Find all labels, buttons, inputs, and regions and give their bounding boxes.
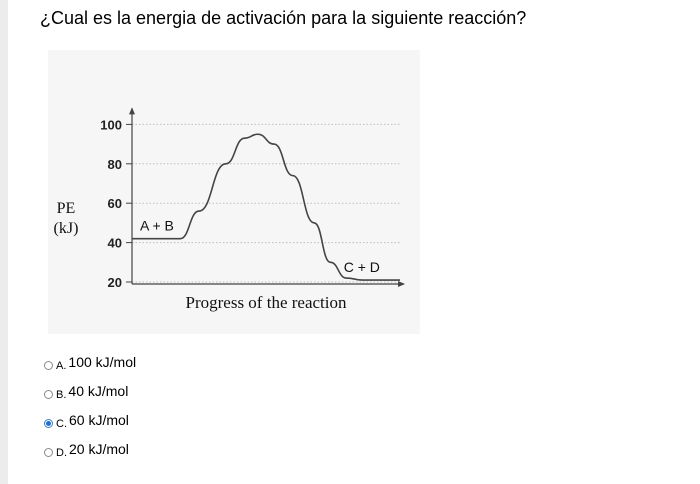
option-c[interactable]: C. 60 kJ/mol [44, 405, 136, 434]
y-tick-label: 100 [100, 117, 122, 132]
option-label: 60 kJ/mol [69, 411, 129, 428]
y-tick-label: 80 [108, 157, 122, 172]
y-tick-label: 60 [108, 196, 122, 211]
products-label: C + D [344, 259, 380, 275]
question-text: ¿Cual es la energia de activación para l… [40, 8, 527, 28]
reactants-label: A + B [140, 218, 174, 234]
x-axis-label: Progress of the reaction [186, 293, 347, 312]
radio-button[interactable] [44, 448, 53, 457]
option-label: 40 kJ/mol [68, 382, 129, 399]
energy-curve [132, 133, 400, 281]
left-border [0, 0, 8, 484]
radio-button[interactable] [44, 419, 53, 428]
option-letter: C. [56, 417, 67, 430]
option-letter: A. [56, 359, 67, 372]
option-d[interactable]: D. 20 kJ/mol [44, 434, 136, 463]
y-tick-label: 40 [108, 236, 122, 251]
option-letter: D. [56, 446, 67, 459]
option-b[interactable]: B. 40 kJ/mol [44, 376, 136, 405]
y-tick-label: 20 [108, 275, 122, 290]
option-label: 100 kJ/mol [68, 353, 137, 370]
radio-button[interactable] [44, 390, 53, 399]
y-axis-unit: (kJ) [54, 220, 79, 237]
energy-diagram: 20 40 60 80 100 A + B C + D PE (kJ) Progress of t… [48, 50, 420, 334]
y-axis-arrow [129, 107, 135, 115]
answer-options: A. 100 kJ/mol B. 40 kJ/mol C. 60 kJ/mol … [44, 347, 136, 463]
y-axis-label: PE [57, 200, 76, 217]
radio-button[interactable] [44, 361, 53, 370]
option-a[interactable]: A. 100 kJ/mol [44, 347, 136, 376]
option-letter: B. [56, 388, 67, 401]
option-label: 20 kJ/mol [69, 440, 129, 457]
x-axis-arrow [398, 281, 405, 287]
chart-svg: 20 40 60 80 100 A + B C + D PE (kJ) Progress of t… [54, 107, 405, 312]
